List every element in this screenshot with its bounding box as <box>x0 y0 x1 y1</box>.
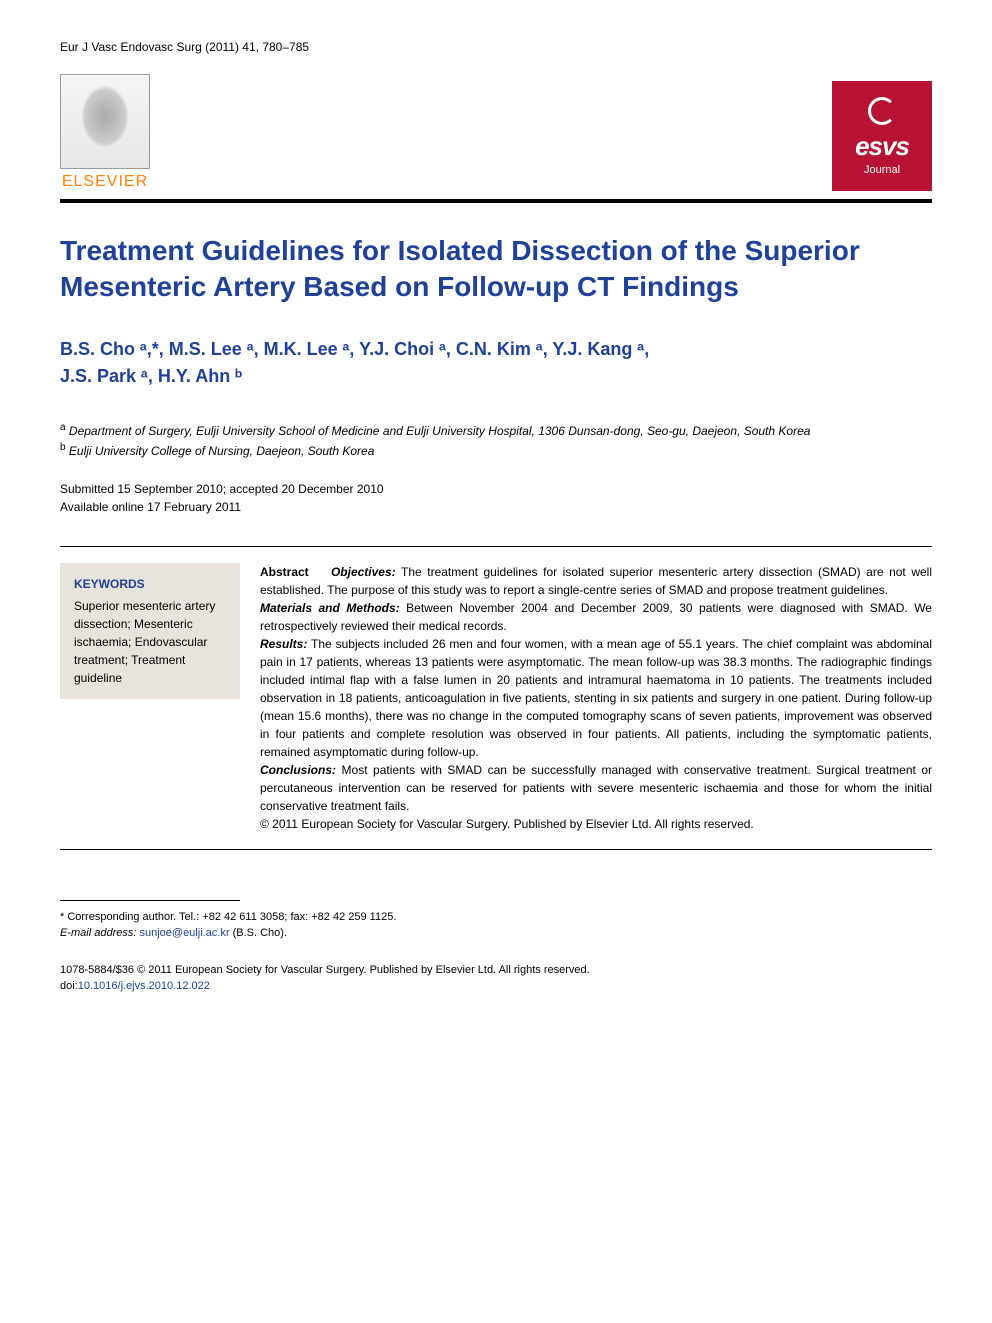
corresponding-line: * Corresponding author. Tel.: +82 42 611… <box>60 909 932 926</box>
corresponding-email-link[interactable]: sunjoe@eulji.ac.kr <box>139 927 229 939</box>
affiliation-b: b Eulji University College of Nursing, D… <box>60 440 932 460</box>
authors-line-1: B.S. Cho ᵃ,*, M.S. Lee ᵃ, M.K. Lee ᵃ, Y.… <box>60 336 932 363</box>
conclusions-label: Conclusions: <box>260 763 336 777</box>
doi-link[interactable]: 10.1016/j.ejvs.2010.12.022 <box>78 980 210 992</box>
abstract-copyright: © 2011 European Society for Vascular Sur… <box>260 817 754 831</box>
esvs-circle-icon <box>868 97 896 125</box>
affiliations: a Department of Surgery, Eulji Universit… <box>60 420 932 460</box>
esvs-subtitle: Journal <box>864 164 900 176</box>
methods-label: Materials and Methods: <box>260 601 400 615</box>
conclusions-text: Most patients with SMAD can be successfu… <box>260 763 932 813</box>
affiliation-a: a Department of Surgery, Eulji Universit… <box>60 420 932 440</box>
elsevier-logo: ELSEVIER <box>60 74 150 191</box>
authors-line-2: J.S. Park ᵃ, H.Y. Ahn ᵇ <box>60 363 932 390</box>
article-title: Treatment Guidelines for Isolated Dissec… <box>60 233 932 306</box>
header-rule <box>60 199 932 203</box>
footer-rule <box>60 900 240 901</box>
article-dates: Submitted 15 September 2010; accepted 20… <box>60 480 932 516</box>
abstract-label: Abstract <box>260 565 309 579</box>
doi-label: doi: <box>60 980 78 992</box>
esvs-logo: esvs Journal <box>832 81 932 191</box>
journal-citation: Eur J Vasc Endovasc Surg (2011) 41, 780–… <box>60 40 932 54</box>
authors: B.S. Cho ᵃ,*, M.S. Lee ᵃ, M.K. Lee ᵃ, Y.… <box>60 336 932 390</box>
submitted-accepted: Submitted 15 September 2010; accepted 20… <box>60 480 932 498</box>
copyright-text: 1078-5884/$36 © 2011 European Society fo… <box>60 962 932 979</box>
corresponding-email-suffix: (B.S. Cho). <box>233 927 287 939</box>
keywords-list: Superior mesenteric artery dissection; M… <box>74 597 226 687</box>
available-online: Available online 17 February 2011 <box>60 498 932 516</box>
esvs-text: esvs <box>855 131 909 162</box>
corresponding-author: * Corresponding author. Tel.: +82 42 611… <box>60 909 932 942</box>
abstract-container: KEYWORDS Superior mesenteric artery diss… <box>60 546 932 850</box>
results-text: The subjects included 26 men and four wo… <box>260 637 932 759</box>
results-label: Results: <box>260 637 307 651</box>
elsevier-text: ELSEVIER <box>62 173 148 191</box>
keywords-box: KEYWORDS Superior mesenteric artery diss… <box>60 563 240 699</box>
abstract-text: Abstract Objectives: The treatment guide… <box>260 563 932 833</box>
elsevier-tree-icon <box>60 74 150 169</box>
logos-row: ELSEVIER esvs Journal <box>60 74 932 191</box>
keywords-heading: KEYWORDS <box>74 575 226 593</box>
objectives-label: Objectives: <box>331 565 396 579</box>
email-label: E-mail address: <box>60 927 136 939</box>
footer-copyright: 1078-5884/$36 © 2011 European Society fo… <box>60 962 932 995</box>
